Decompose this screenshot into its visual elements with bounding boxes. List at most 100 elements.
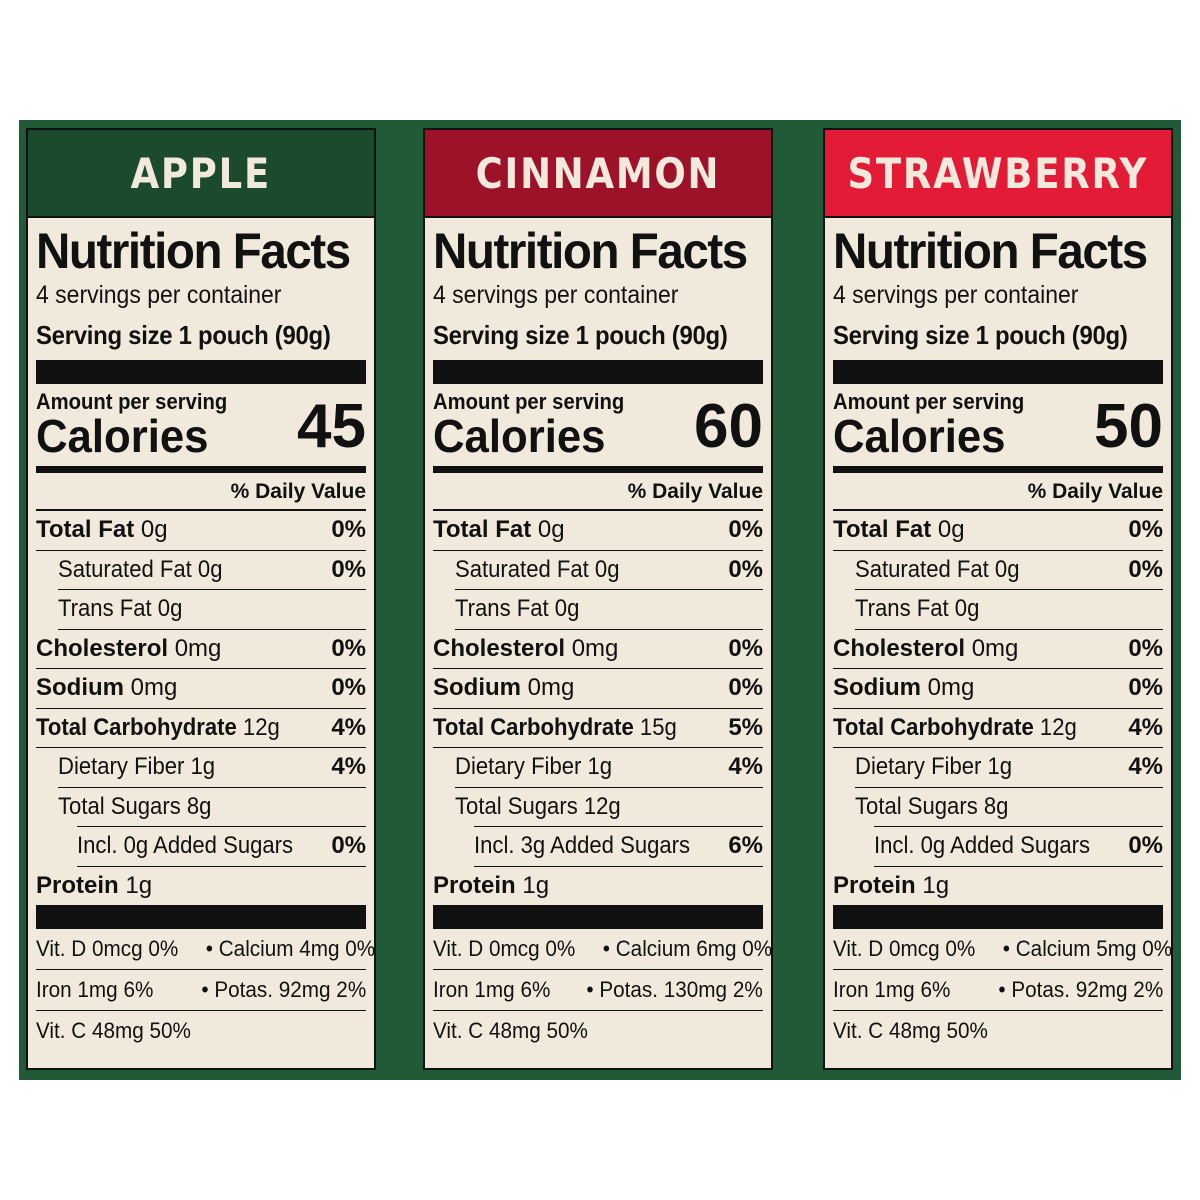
nutrient-label: Saturated Fat 0g — [58, 555, 223, 583]
nutrient-row-saturated-fat: Saturated Fat 0g 0% — [855, 551, 1163, 590]
nutrient-dv: 0% — [728, 674, 763, 702]
nutrient-row-added-sugars: Incl. 0g Added Sugars 0% — [874, 826, 1163, 867]
vitamin-d: Vit. D 0mcg 0% — [833, 936, 976, 961]
nutrient-row-protein: Protein 1g — [433, 867, 763, 906]
nutrient-dv: 0% — [331, 832, 366, 860]
nutrient-amount: 0g — [537, 516, 565, 544]
thick-divider — [833, 360, 1163, 384]
nutrient-row-sodium: Sodium 0mg 0% — [833, 669, 1163, 709]
nutrition-panel-cinnamon: CINNAMON Nutrition Facts 4 servings per … — [423, 128, 773, 1070]
nutrition-facts-title: Nutrition Facts — [433, 223, 748, 279]
nutrient-label: Trans Fat 0g — [455, 595, 580, 623]
nutrient-label: Protein — [36, 871, 119, 899]
vitamin-row-3: Vit. C 48mg 50% — [833, 1011, 1163, 1051]
nutrient-amount: 12g — [242, 713, 280, 741]
nutrient-amount: 0mg — [927, 674, 975, 702]
daily-value-header: % Daily Value — [833, 473, 1163, 511]
nutrient-label: Total Carbohydrate — [833, 713, 1034, 741]
nutrient-label: Cholesterol — [36, 634, 169, 662]
nutrient-dv: 4% — [1128, 753, 1163, 781]
thick-divider — [36, 360, 366, 384]
nutrient-row-dietary-fiber: Dietary Fiber 1g 4% — [455, 748, 763, 788]
nutrient-dv: 6% — [728, 832, 763, 860]
nutrient-amount: 1g — [125, 871, 153, 899]
nutrient-row-trans-fat: Trans Fat 0g — [855, 590, 1163, 630]
nutrient-label: Dietary Fiber 1g — [855, 753, 1013, 781]
nutrient-label: Protein — [433, 871, 516, 899]
nutrient-amount: 0mg — [971, 634, 1019, 662]
nutrient-row-dietary-fiber: Dietary Fiber 1g 4% — [855, 748, 1163, 788]
nutrient-dv: 0% — [728, 555, 763, 583]
nutrient-dv: 0% — [728, 634, 763, 662]
nutrient-row-saturated-fat: Saturated Fat 0g 0% — [58, 551, 366, 590]
calcium: • Calcium 6mg 0% — [602, 936, 772, 961]
nutrition-panel-apple: APPLE Nutrition Facts 4 servings per con… — [26, 128, 376, 1070]
nutrient-row-trans-fat: Trans Fat 0g — [455, 590, 763, 630]
serving-size: Serving size 1 pouch (90g) — [833, 320, 1128, 350]
nutrient-amount: 0mg — [130, 674, 178, 702]
nutrient-row-saturated-fat: Saturated Fat 0g 0% — [455, 551, 763, 590]
nutrient-row-total-sugars: Total Sugars 8g — [58, 788, 366, 827]
nutrient-row-added-sugars: Incl. 3g Added Sugars 6% — [474, 826, 763, 867]
nutrient-label: Cholesterol — [433, 634, 566, 662]
amount-per-serving: Amount per serving — [833, 389, 1025, 414]
nutrition-panel-strawberry: STRAWBERRY Nutrition Facts 4 servings pe… — [823, 128, 1173, 1070]
calories-value: 60 — [694, 392, 763, 461]
nutrient-label: Cholesterol — [833, 634, 966, 662]
nutrient-dv: 4% — [1128, 713, 1163, 741]
thick-divider — [36, 905, 366, 929]
nutrient-dv: 0% — [331, 516, 366, 544]
calories-label: Calories — [36, 410, 209, 462]
nutrient-amount: 15g — [639, 713, 677, 741]
nutrient-row-sodium: Sodium 0mg 0% — [433, 669, 763, 709]
amount-per-serving: Amount per serving — [433, 389, 625, 414]
iron: Iron 1mg 6% — [433, 977, 551, 1002]
vitamin-row-3: Vit. C 48mg 50% — [36, 1011, 366, 1051]
calories-block: Amount per serving Calories 60 — [433, 384, 763, 473]
vitamin-row-1: Vit. D 0mcg 0% • Calcium 6mg 0% — [433, 929, 771, 970]
nutrition-label: Nutrition Facts 4 servings per container… — [825, 222, 1171, 1051]
nutrient-dv: 0% — [1128, 555, 1163, 583]
thick-divider — [433, 905, 763, 929]
nutrition-facts-title: Nutrition Facts — [833, 223, 1148, 279]
vitamin-row-2: Iron 1mg 6% • Potas. 130mg 2% — [433, 970, 763, 1011]
nutrient-amount: 0g — [140, 516, 168, 544]
iron: Iron 1mg 6% — [36, 977, 154, 1002]
nutrient-label: Sodium — [433, 674, 521, 702]
vitamin-c: Vit. C 48mg 50% — [833, 1018, 988, 1043]
amount-per-serving: Amount per serving — [36, 389, 228, 414]
vitamin-row-2: Iron 1mg 6% • Potas. 92mg 2% — [36, 970, 366, 1011]
serving-size: Serving size 1 pouch (90g) — [36, 320, 331, 350]
nutrition-facts-title: Nutrition Facts — [36, 223, 351, 279]
nutrient-dv: 0% — [1128, 516, 1163, 544]
nutrient-amount: 0mg — [174, 634, 222, 662]
nutrient-dv: 0% — [728, 516, 763, 544]
nutrient-label: Total Carbohydrate — [36, 713, 237, 741]
nutrient-row-cholesterol: Cholesterol 0mg 0% — [433, 630, 763, 669]
nutrient-label: Dietary Fiber 1g — [58, 753, 216, 781]
flavor-banner: CINNAMON — [425, 130, 771, 218]
servings-per-container: 4 servings per container — [433, 281, 679, 309]
nutrient-row-total-fat: Total Fat 0g 0% — [36, 511, 366, 551]
nutrient-row-cholesterol: Cholesterol 0mg 0% — [833, 630, 1163, 669]
servings-per-container: 4 servings per container — [833, 281, 1079, 309]
daily-value-header: % Daily Value — [433, 473, 763, 511]
iron: Iron 1mg 6% — [833, 977, 951, 1002]
nutrient-row-total-carbohydrate: Total Carbohydrate 12g 4% — [36, 709, 366, 748]
nutrient-dv: 0% — [1128, 832, 1163, 860]
nutrient-amount: 0mg — [527, 674, 575, 702]
thick-divider — [833, 905, 1163, 929]
thick-divider — [433, 360, 763, 384]
calcium: • Calcium 4mg 0% — [205, 936, 375, 961]
nutrient-dv: 4% — [728, 753, 763, 781]
nutrient-row-total-sugars: Total Sugars 8g — [855, 788, 1163, 827]
potassium: • Potas. 92mg 2% — [998, 977, 1163, 1002]
flavor-banner: STRAWBERRY — [825, 130, 1171, 218]
nutrient-row-protein: Protein 1g — [833, 867, 1163, 906]
nutrient-label: Trans Fat 0g — [855, 595, 980, 623]
nutrient-label: Total Sugars 8g — [58, 792, 212, 820]
nutrient-row-sodium: Sodium 0mg 0% — [36, 669, 366, 709]
vitamin-c: Vit. C 48mg 50% — [433, 1018, 588, 1043]
nutrient-dv: 0% — [331, 634, 366, 662]
flavor-name: STRAWBERRY — [847, 148, 1149, 198]
